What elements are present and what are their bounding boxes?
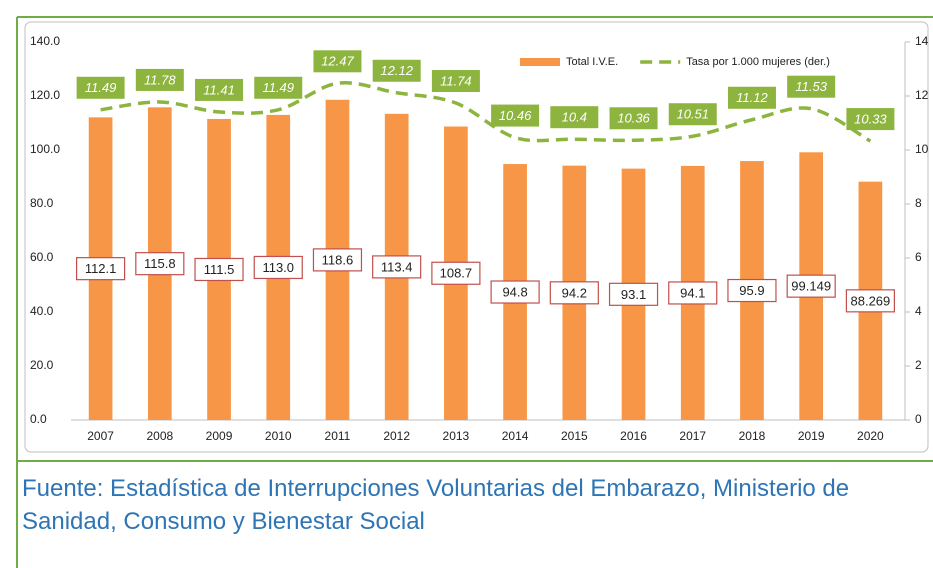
value-label-box	[254, 76, 303, 99]
value-label-box	[195, 78, 244, 101]
x-tick-label: 2008	[146, 429, 173, 443]
value-label: 11.41	[203, 82, 235, 97]
value-label-box	[846, 108, 895, 131]
value-label-box	[550, 106, 599, 129]
value-label-box	[135, 68, 184, 91]
y-tick-label: 0.0	[30, 412, 47, 426]
y2-tick-label: 0	[915, 412, 922, 426]
y2-tick-label: 8	[915, 196, 922, 210]
y-tick-label: 100.0	[30, 142, 60, 156]
value-label-box	[194, 257, 244, 282]
value-label: 94.1	[680, 285, 705, 300]
value-label: 10.33	[854, 112, 887, 127]
x-tick-label: 2009	[206, 429, 233, 443]
x-tick-label: 2019	[798, 429, 825, 443]
value-label: 118.6	[322, 252, 354, 267]
value-label-box	[76, 76, 125, 99]
x-tick-label: 2011	[325, 429, 351, 443]
chart-border	[24, 21, 929, 453]
value-label-box	[845, 289, 895, 313]
x-tick-label: 2017	[679, 429, 706, 443]
value-label: 113.0	[262, 260, 294, 275]
value-label-box	[787, 75, 836, 98]
y-tick-label: 140.0	[30, 34, 60, 48]
value-label: 115.8	[144, 256, 176, 271]
value-label-box	[549, 281, 599, 305]
value-label: 11.49	[85, 80, 117, 95]
x-tick-label: 2012	[383, 429, 410, 443]
value-label: 10.51	[676, 107, 709, 122]
value-label-box	[727, 278, 777, 303]
value-label: 88.269	[851, 293, 891, 308]
value-label: 10.4	[562, 110, 587, 125]
y2-tick-label: 2	[915, 358, 922, 372]
y-tick-label: 80.0	[30, 196, 54, 210]
y2-tick-label: 6	[915, 250, 922, 264]
value-label-box	[727, 86, 776, 109]
y2-tick-label: 10	[915, 142, 929, 156]
value-label: 10.36	[617, 111, 650, 126]
value-label: 11.12	[736, 90, 768, 105]
value-label: 11.74	[440, 73, 472, 88]
value-label: 93.1	[621, 287, 646, 302]
x-tick-label: 2013	[443, 429, 470, 443]
value-label-box	[668, 281, 718, 305]
x-tick-label: 2014	[502, 429, 529, 443]
value-label-box	[431, 70, 480, 93]
y2-tick-label: 14	[915, 34, 929, 48]
value-label-box	[609, 107, 658, 130]
line	[100, 81, 872, 143]
value-label: 11.78	[144, 72, 176, 87]
value-label-box	[608, 282, 659, 306]
value-label-box	[135, 252, 185, 276]
x-tick-label: 2015	[561, 429, 588, 443]
legend-label: Total I.V.E.	[566, 56, 618, 68]
value-label: 95.9	[739, 283, 764, 298]
y-tick-label: 20.0	[30, 358, 54, 372]
value-label: 11.53	[795, 79, 827, 94]
y-tick-label: 60.0	[30, 250, 54, 264]
value-label-box	[490, 280, 540, 304]
x-tick-label: 2020	[857, 429, 884, 443]
value-label-box	[313, 50, 362, 73]
value-label-box	[372, 255, 422, 279]
y2-tick-label: 12	[915, 88, 929, 102]
y-tick-label: 40.0	[30, 304, 54, 318]
x-tick-label: 2018	[739, 429, 766, 443]
value-label: 11.49	[262, 80, 294, 95]
y2-tick-label: 4	[915, 304, 922, 318]
legend-label: Tasa por 1.000 mujeres (der.)	[686, 56, 830, 68]
value-label-box	[786, 274, 836, 298]
value-label-box	[431, 261, 481, 285]
value-label: 108.7	[440, 266, 473, 281]
value-label: 94.2	[562, 285, 587, 300]
value-label-box	[253, 255, 303, 280]
value-label-box	[76, 257, 126, 281]
value-label-box	[372, 59, 421, 82]
value-label-box	[668, 103, 717, 126]
value-label-box	[491, 104, 540, 127]
value-label: 94.8	[502, 284, 527, 299]
x-tick-label: 2016	[620, 429, 647, 443]
value-label: 99.149	[791, 279, 831, 294]
y-tick-label: 120.0	[30, 88, 60, 102]
value-label: 113.4	[381, 259, 413, 274]
value-label: 111.5	[204, 262, 235, 277]
value-label: 112.1	[85, 261, 117, 276]
x-tick-label: 2007	[87, 429, 114, 443]
caption: Fuente: Estadística de Interrupciones Vo…	[22, 475, 850, 535]
value-label-box	[312, 248, 363, 272]
legend-swatch	[520, 58, 560, 66]
value-label: 12.47	[321, 54, 354, 69]
value-label: 12.12	[380, 63, 413, 78]
x-tick-label: 2010	[265, 429, 292, 443]
value-label: 10.46	[499, 108, 532, 123]
